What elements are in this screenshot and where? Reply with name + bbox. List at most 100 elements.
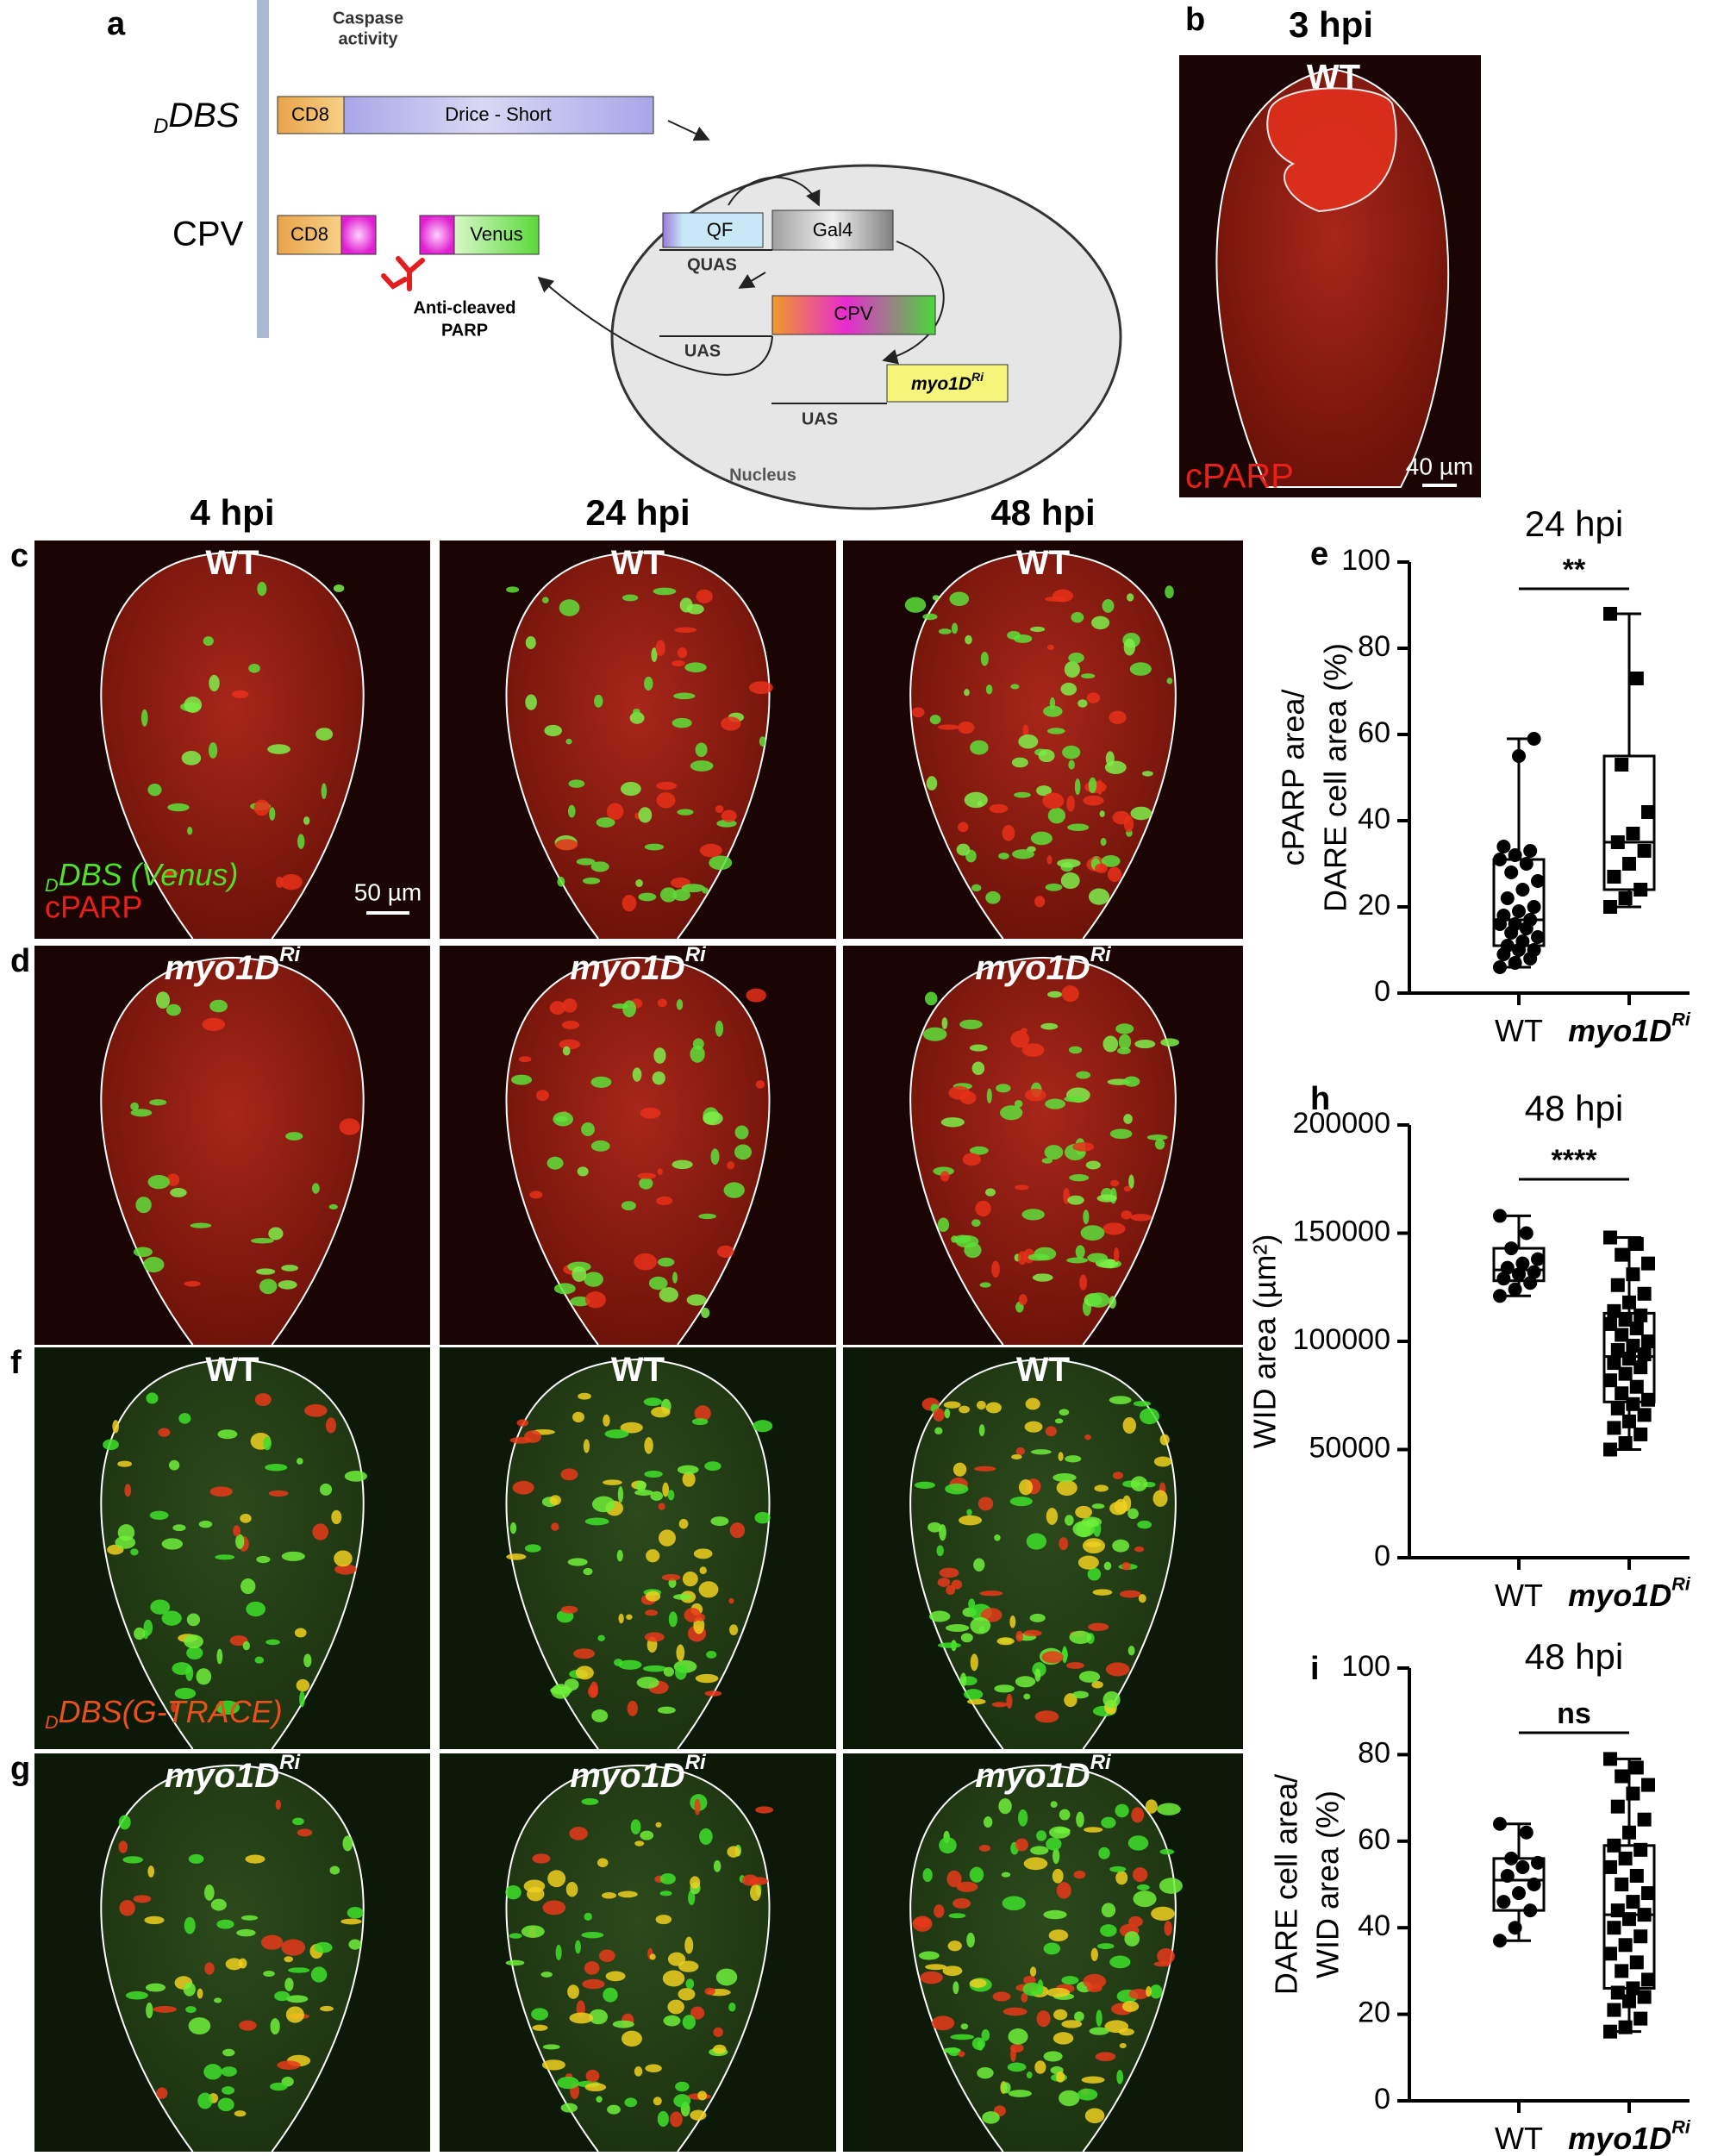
cell-signal [275,1799,282,1810]
cell-signal [584,1961,600,1975]
cell-signal [299,1690,305,1708]
y-tick-label: 40 [1358,803,1390,835]
cell-signal [960,1633,973,1643]
cell-signal [754,1511,771,1524]
cell-signal [156,2087,168,2099]
data-point [1633,883,1648,897]
cell-signal [932,595,940,601]
cell-signal [937,1578,951,1587]
data-point [1531,1855,1545,1870]
data-point [1603,1442,1617,1457]
micrograph: myo1DRi [843,943,1243,1346]
cell-signal [146,1392,159,1404]
cell-signal [125,1990,148,2000]
cell-signal [565,738,572,745]
cell-signal [541,2059,565,2071]
cell-signal [1007,2062,1027,2072]
cell-signal [260,1934,284,1950]
data-point [1610,1343,1625,1358]
cell-signal [634,1490,653,1497]
cell-signal [596,2096,603,2103]
cell-signal [1123,638,1136,656]
cell-signal [1101,855,1121,867]
myo-box [886,364,1009,403]
cell-signal [729,1624,739,1635]
cell-signal [581,1931,604,1939]
cell-signal [646,1549,660,1563]
cell-signal [969,1044,988,1052]
cell-signal [1084,1827,1103,1833]
cell-signal [959,1405,970,1414]
cell-signal [596,817,615,828]
cell-signal [704,1461,721,1472]
data-point [1512,749,1526,763]
cell-signal [698,1581,719,1598]
cell-signal [597,1858,609,1868]
cell-signal [197,2092,213,2109]
cell-signal [676,1644,685,1662]
cell-signal [233,1525,240,1537]
cell-signal [658,1529,676,1547]
data-point [1607,2003,1621,2017]
cell-signal [1022,1982,1043,1997]
panel-b: b 3 hpi WT cPARP 40 µm [1179,2,1481,497]
cell-signal [250,1238,274,1244]
cell-signal [933,1166,954,1176]
cell-signal [1015,1184,1029,1190]
cell-signal [130,1548,139,1556]
cell-signal [119,1900,135,1916]
cell-signal [254,1393,272,1407]
cell-signal [704,1690,722,1697]
x-tick-label: myo1DRi [1568,1008,1691,1047]
micrograph: WT [440,1347,836,1750]
cell-signal [1146,1134,1168,1140]
cell-signal [1133,1890,1157,1908]
cell-signal [174,1687,197,1700]
cell-signal [1116,2069,1124,2084]
y-tick-label: 100 [1341,1650,1390,1683]
cell-signal [621,2030,642,2047]
cell-signal [1003,2007,1028,2016]
data-point [1615,1328,1629,1342]
cell-signal [268,1490,289,1497]
magenta-box [340,215,377,255]
cell-signal [529,1190,543,1199]
cell-signal [1029,1966,1037,1977]
data-point [1641,1778,1655,1792]
data-point [1496,909,1511,922]
cell-signal [655,640,665,657]
cell-signal [312,1523,328,1540]
cell-signal [1145,1799,1158,1814]
text-part: WT [205,1351,259,1389]
data-point [1493,960,1507,974]
cell-signal [949,591,970,606]
data-point [1618,1366,1633,1381]
cell-signal [1009,1497,1033,1507]
cell-signal [1109,1396,1132,1404]
cell-signal [1059,2090,1080,2107]
cell-signal [620,1422,643,1434]
cell-signal [1129,662,1152,676]
data-point [1603,2024,1617,2039]
data-point [1629,1237,1644,1252]
cell-signal [1134,1039,1156,1049]
significance-label: ** [1563,553,1586,586]
cell-signal [319,1483,333,1496]
cell-signal [210,1898,227,1911]
cell-signal [1127,1835,1149,1851]
cell-signal [253,799,271,816]
name: DBS [168,97,240,134]
cell-signal [1022,724,1029,737]
cell-signal [691,1418,709,1426]
cell-signal [964,1689,984,1700]
data-point [1603,1752,1617,1766]
column-header: 48 hpi [990,492,1095,533]
cell-signal [269,807,276,821]
data-point [1603,900,1617,914]
cell-signal [953,1462,967,1477]
gal4-box [771,209,894,251]
cell-signal [1011,849,1034,859]
cell-signal [1053,2032,1074,2045]
data-point [1515,1256,1530,1271]
cell-signal [624,2097,638,2108]
